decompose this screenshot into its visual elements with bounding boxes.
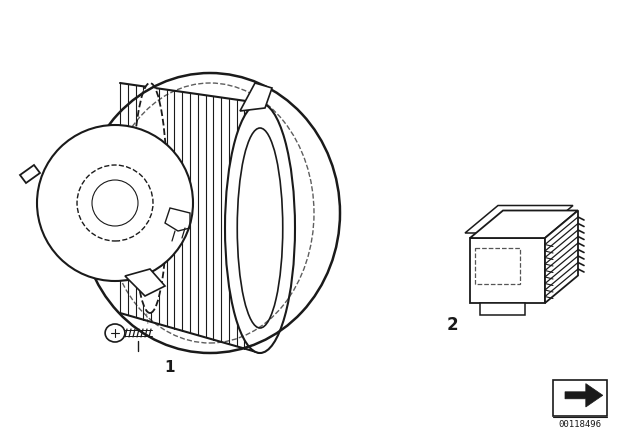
Polygon shape <box>465 206 573 233</box>
Polygon shape <box>470 211 578 238</box>
Polygon shape <box>20 165 40 183</box>
Text: 1: 1 <box>164 360 175 375</box>
Polygon shape <box>470 238 545 303</box>
Polygon shape <box>480 303 525 315</box>
Text: 2: 2 <box>446 316 458 334</box>
Text: 00118496: 00118496 <box>559 420 602 429</box>
Polygon shape <box>125 269 165 296</box>
Polygon shape <box>240 83 272 111</box>
Bar <box>553 380 607 416</box>
Ellipse shape <box>105 324 125 342</box>
Polygon shape <box>545 211 578 303</box>
Ellipse shape <box>225 103 295 353</box>
Circle shape <box>37 125 193 281</box>
Ellipse shape <box>132 83 168 313</box>
Polygon shape <box>565 383 603 407</box>
